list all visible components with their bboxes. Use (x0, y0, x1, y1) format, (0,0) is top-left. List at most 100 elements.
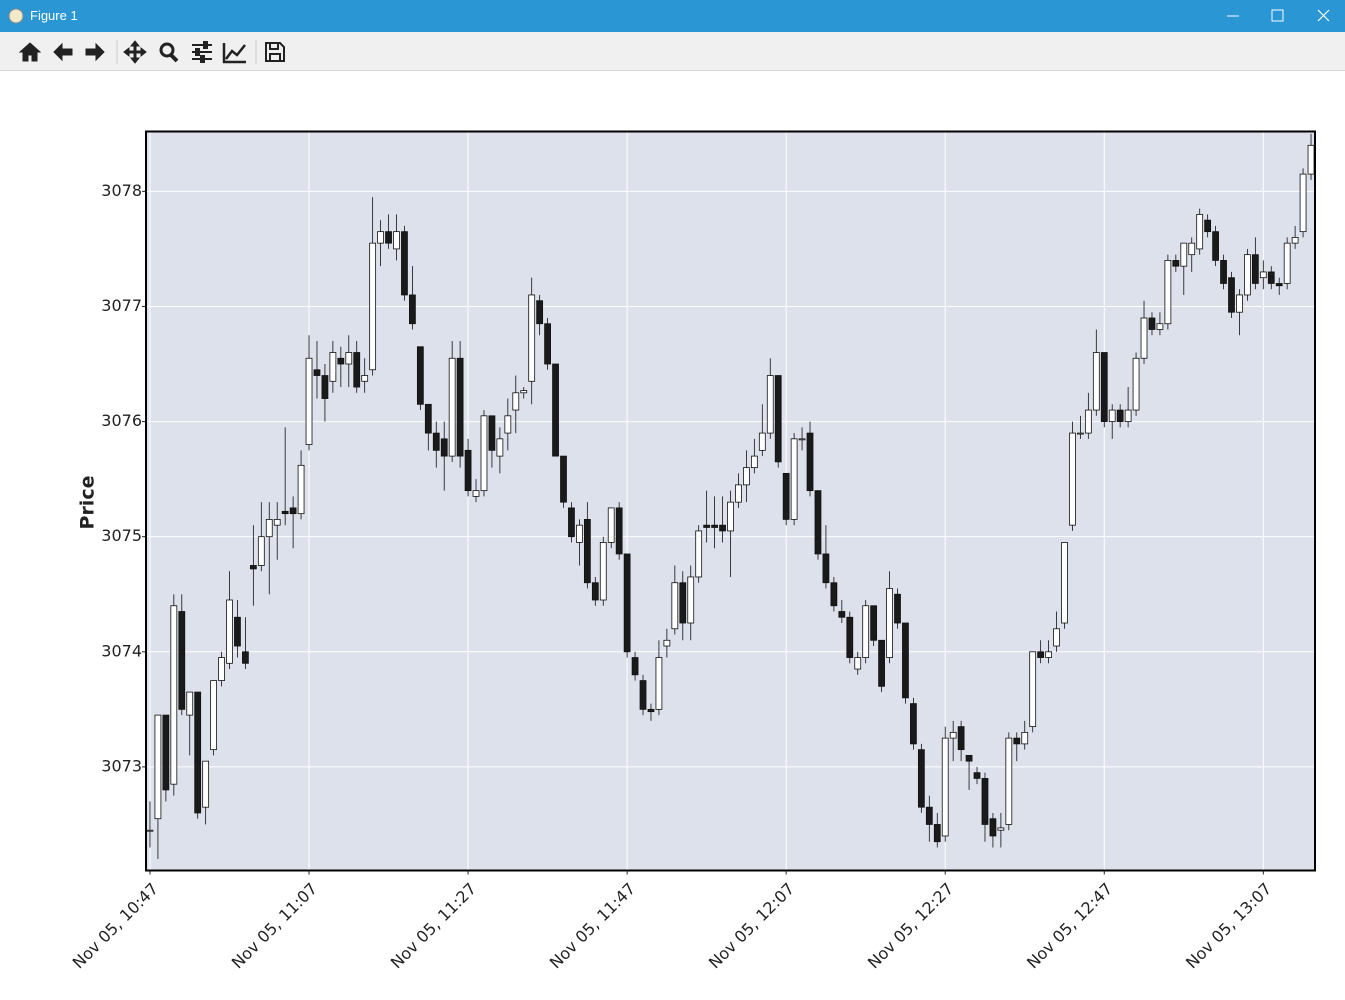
candle-body (1307, 144, 1315, 175)
candle-body (512, 392, 520, 411)
candle-body (154, 714, 162, 820)
x-tick-label: Nov 05, 10:47 (69, 879, 162, 972)
edit-axes-button[interactable] (222, 43, 246, 64)
title-bar-icons (8, 8, 1330, 24)
zoom-button[interactable] (159, 42, 179, 63)
candle-body (488, 415, 496, 451)
candle-body (1148, 317, 1156, 330)
candle-body (607, 507, 615, 543)
candle-body (297, 464, 305, 515)
candle-body (313, 369, 321, 376)
candle-body (218, 657, 225, 681)
candle-body (321, 375, 329, 399)
candle-body (257, 536, 265, 566)
candle-body (202, 760, 210, 808)
candle-body (894, 593, 901, 624)
y-tick-label: 3074 (101, 641, 142, 660)
back-button[interactable] (53, 42, 73, 62)
candle-body (416, 346, 424, 405)
candle-body (1299, 173, 1307, 233)
candle-body (210, 680, 217, 751)
candle-body (1244, 254, 1251, 296)
candle-body (727, 501, 734, 532)
y-tick-label: 3073 (101, 756, 142, 775)
candle-body (281, 510, 289, 515)
candle-body (965, 754, 973, 762)
candle-body (393, 231, 400, 250)
candle-body (289, 507, 297, 515)
y-tick-label: 3075 (101, 526, 142, 545)
candle-body (377, 231, 384, 244)
candle-body (806, 432, 814, 492)
candle-body (409, 294, 416, 325)
candle-body (1180, 242, 1188, 267)
candle-body (1267, 271, 1275, 284)
candle-body (1236, 294, 1243, 313)
forward-button[interactable] (85, 42, 105, 62)
y-tick-label: 3078 (101, 181, 142, 200)
candle-body (1053, 628, 1060, 647)
candle-body (464, 449, 472, 492)
candle-body (170, 605, 178, 785)
candle-body (679, 582, 687, 624)
candle-body (456, 357, 464, 457)
candle-body (957, 726, 965, 751)
candle-body (337, 357, 345, 365)
pan-button[interactable] (123, 40, 147, 64)
save-button[interactable] (265, 42, 285, 62)
candle-body (655, 657, 663, 710)
candle-body (941, 737, 949, 837)
candle-body (273, 519, 281, 526)
candle-body (1077, 432, 1084, 435)
candle-body (1116, 409, 1124, 422)
candle-body (568, 507, 575, 538)
candle-body (687, 576, 695, 624)
candle-body (870, 605, 878, 641)
candle-body (178, 611, 186, 710)
candle-body (186, 691, 194, 716)
candle-body (1045, 651, 1052, 658)
configure-button[interactable] (192, 41, 212, 63)
candle-body (504, 415, 512, 434)
candle-body (401, 231, 408, 296)
candle-body (1069, 432, 1076, 526)
candle-body (997, 827, 1005, 831)
candle-body (989, 818, 997, 837)
candle-body (917, 749, 925, 808)
candle-body (560, 455, 567, 503)
candle-body (1140, 317, 1148, 359)
candle-body (695, 530, 703, 578)
candle-body (981, 778, 989, 825)
candle-body (1156, 323, 1164, 330)
chart: 3073 3074 3075 3076 3077 3078 Nov 05, 10:47 Nov… (69, 130, 1316, 972)
candle-body (432, 432, 440, 451)
candle-body (528, 294, 536, 382)
candle-body (234, 616, 241, 647)
candle-body (599, 542, 607, 601)
candle-body (305, 357, 313, 445)
candle-body (1172, 260, 1180, 267)
home-button[interactable] (18, 42, 42, 62)
candle-body (663, 639, 671, 647)
maximize-button[interactable] (1271, 9, 1284, 22)
candle-body (1196, 213, 1204, 250)
candle-body (1164, 260, 1172, 325)
candle-body (671, 582, 679, 630)
candle-body (1204, 219, 1212, 233)
candle-body (242, 651, 249, 664)
candle-body (385, 231, 392, 244)
x-tick-label: Nov 05, 11:27 (387, 879, 480, 972)
candle-body (615, 507, 623, 555)
candle-body (822, 553, 830, 584)
candle-body (743, 467, 750, 486)
candle-body (480, 415, 488, 492)
candle-body (1084, 409, 1092, 434)
candle-body (949, 731, 957, 739)
x-tick-label: Nov 05, 12:07 (705, 879, 798, 972)
close-button[interactable] (1317, 9, 1330, 22)
candle-body (1275, 283, 1283, 287)
candle-body (782, 472, 790, 520)
candle-body (536, 300, 544, 325)
candle-body (838, 611, 846, 618)
candle-body (973, 772, 981, 779)
